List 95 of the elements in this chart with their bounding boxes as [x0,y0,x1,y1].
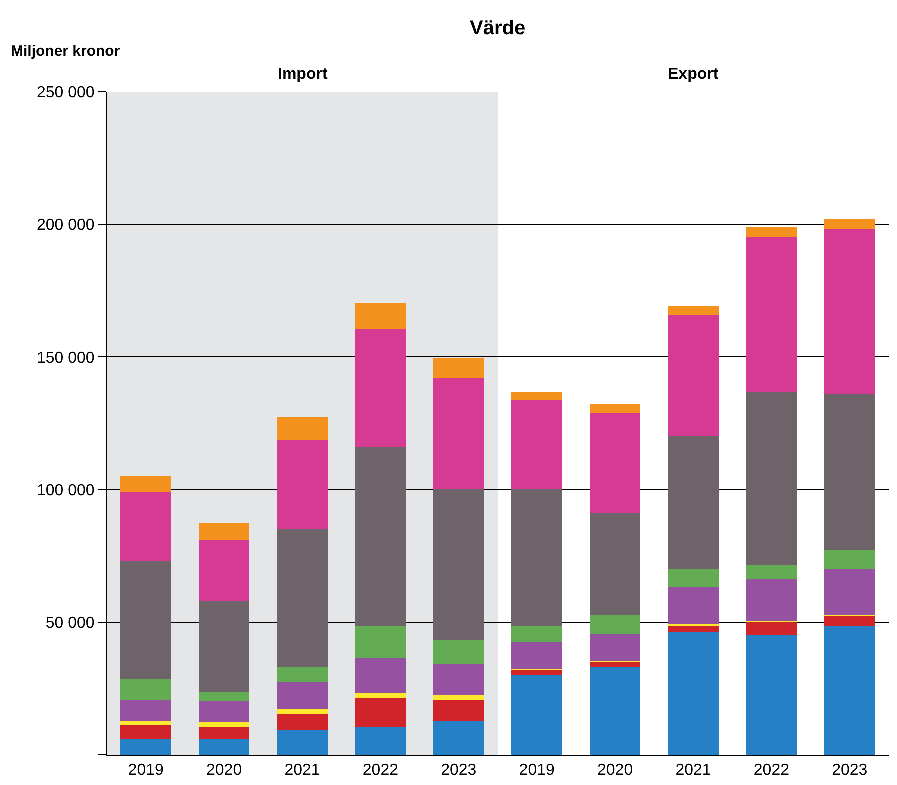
bar [120,726,172,740]
bar [746,226,798,237]
bar [590,667,641,755]
bar [120,561,172,679]
x-tick-label: 2022 [754,762,790,780]
y-tick-label: 250 000 [36,84,95,102]
bar [433,695,484,700]
bar [198,728,250,740]
bar [433,664,484,696]
bar [433,640,484,665]
bar [120,492,172,562]
x-tick-label: 2020 [206,762,242,780]
bar [277,529,328,668]
bar [668,569,719,588]
bar [746,622,798,636]
bar [198,522,250,540]
bar [355,658,406,694]
bar [277,667,328,683]
x-tick-label: 2023 [441,762,477,780]
bar [668,632,719,755]
bar [746,564,798,580]
bar [120,739,172,755]
bar [590,414,641,514]
bar [277,714,328,731]
x-tick-label: 2021 [676,762,712,780]
bar [512,626,563,642]
bar [590,513,641,616]
bar [120,678,172,700]
bar [433,378,484,489]
x-tick-label: 2020 [598,762,634,780]
bar [433,358,484,378]
bar [198,692,250,702]
bar [512,675,563,755]
bar [277,710,328,715]
x-tick-label: 2023 [832,762,868,780]
bar [746,236,798,392]
bar [198,739,250,755]
band-label: Import [278,66,328,83]
y-tick-label: 100 000 [36,482,95,500]
bar [512,400,563,490]
bar [277,418,328,441]
x-tick-label: 2021 [284,762,320,780]
bar [433,489,484,640]
bar [668,626,719,632]
bar [824,394,876,550]
bar [198,722,250,728]
bar [198,702,250,723]
bar [355,626,406,658]
bar [590,662,641,668]
bar [824,219,876,230]
bar [120,700,172,722]
chart-title: Värde [470,17,526,40]
bar [512,670,563,676]
bar [824,229,876,395]
bar [512,490,563,626]
x-tick-label: 2019 [128,762,164,780]
bar [120,721,172,726]
bar [277,682,328,710]
bar [433,721,484,755]
y-tick-label: 150 000 [36,350,95,367]
text: Export [668,66,720,83]
bar [590,634,641,661]
bar [355,698,406,728]
bar [668,316,719,436]
bar [824,616,876,626]
bar [355,727,406,755]
y-tick-label: 200 000 [36,217,95,234]
bar [512,642,563,669]
bar [668,587,719,624]
y-tick-label: 50 000 [46,615,95,632]
bar [590,404,641,414]
bar [824,626,876,755]
y-axis-title: Miljoner kronor [11,43,120,60]
bar [433,700,484,722]
x-tick-label: 2019 [519,762,555,780]
bar [824,550,876,570]
bar [746,635,798,755]
bar [512,392,563,401]
bar [746,392,798,565]
bar [277,730,328,755]
bar [355,304,406,330]
bar [668,624,719,626]
bar [355,329,406,448]
x-tick-label: 2022 [362,762,399,780]
bar [355,694,406,699]
bar [198,601,250,692]
bar [668,436,719,570]
bar [355,447,406,626]
bar [824,570,876,615]
bar [120,476,172,492]
bar [277,440,328,530]
bar [668,306,719,316]
bar [746,579,798,621]
bar [590,616,641,634]
bar [198,540,250,602]
